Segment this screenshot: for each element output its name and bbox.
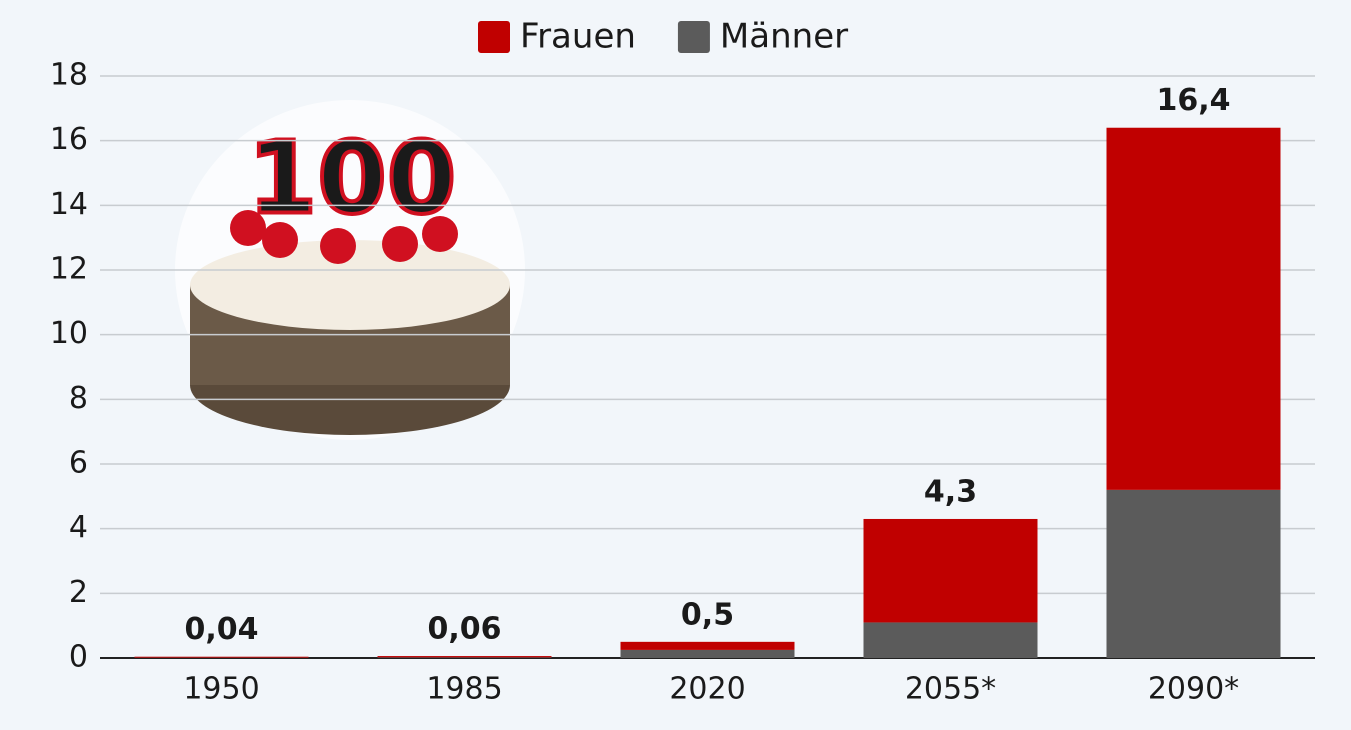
bar-segment xyxy=(1107,490,1281,658)
y-tick-label: 0 xyxy=(69,640,88,675)
bar-segment xyxy=(135,657,309,658)
svg-text:100: 100 xyxy=(248,119,457,236)
bar-segment xyxy=(378,656,552,657)
x-tick-label: 2055* xyxy=(905,672,996,707)
y-tick-label: 10 xyxy=(50,316,88,351)
y-tick-label: 18 xyxy=(50,58,88,93)
x-tick-label: 1985 xyxy=(426,672,502,707)
bar-segment xyxy=(864,622,1038,658)
bar-segment xyxy=(1107,128,1281,490)
y-tick-label: 6 xyxy=(69,446,88,481)
chart: 100 0 2 4 6 8 10 12 14 16 18 Frauen Männer 1950 0,04 1… xyxy=(0,0,1351,730)
y-tick-label: 14 xyxy=(50,187,88,222)
legend-swatch xyxy=(478,21,510,53)
bar-segment xyxy=(864,519,1038,622)
y-tick-label: 16 xyxy=(50,122,88,157)
x-tick-label: 2020 xyxy=(669,672,745,707)
y-tick-label: 8 xyxy=(69,381,88,416)
x-tick-label: 1950 xyxy=(183,672,259,707)
total-label: 0,04 xyxy=(184,612,258,647)
legend-swatch xyxy=(678,21,710,53)
legend-label: Männer xyxy=(720,17,848,57)
bar-segment xyxy=(621,650,795,658)
legend-label: Frauen xyxy=(520,17,636,57)
total-label: 16,4 xyxy=(1156,83,1230,118)
total-label: 0,5 xyxy=(681,597,734,632)
y-tick-label: 4 xyxy=(69,510,88,545)
y-tick-label: 12 xyxy=(50,252,88,287)
x-tick-label: 2090* xyxy=(1148,672,1239,707)
total-label: 4,3 xyxy=(924,474,977,509)
bar-segment xyxy=(621,642,795,650)
total-label: 0,06 xyxy=(427,612,501,647)
bar-segment xyxy=(378,657,552,658)
y-tick-label: 2 xyxy=(69,575,88,610)
